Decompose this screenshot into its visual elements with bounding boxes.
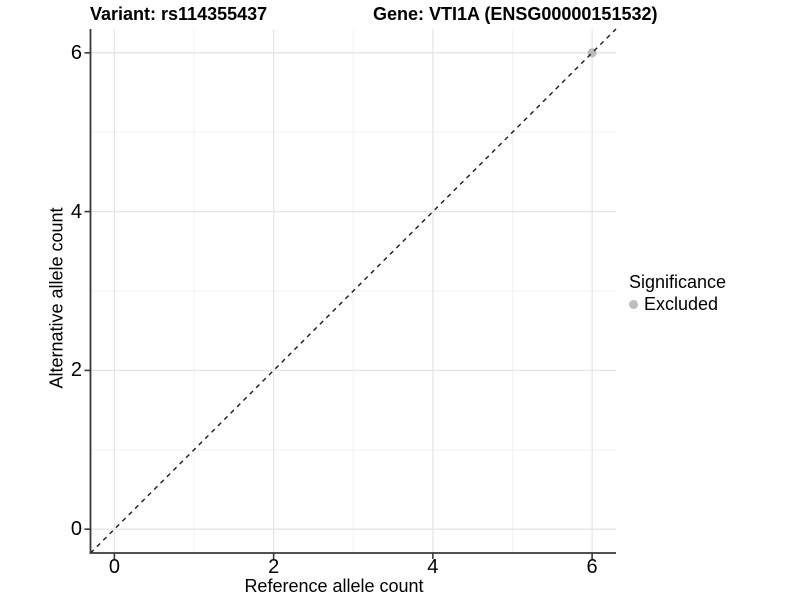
excluded-point-icon bbox=[629, 299, 638, 309]
x-tick-label: 0 bbox=[108, 556, 120, 578]
y-axis-title: Alternative allele count bbox=[46, 207, 67, 389]
identity-dashed-line bbox=[90, 28, 617, 554]
legend-item-excluded: Excluded bbox=[629, 294, 726, 314]
x-tick-label: 2 bbox=[268, 556, 280, 578]
x-tick-label: 4 bbox=[427, 556, 439, 578]
y-tick-label: 6 bbox=[70, 41, 82, 64]
y-tick-label: 0 bbox=[70, 518, 82, 541]
x-axis-title: Reference allele count bbox=[244, 576, 424, 596]
legend: Significance Excluded bbox=[629, 271, 726, 314]
y-tick-label: 4 bbox=[70, 200, 82, 223]
y-tick-label: 2 bbox=[70, 359, 82, 382]
legend-title: Significance bbox=[629, 272, 727, 292]
plot-title-gene: Gene: VTI1A (ENSG00000151532) bbox=[373, 4, 658, 24]
x-tick-label: 6 bbox=[586, 556, 598, 578]
legend-item-label: Excluded bbox=[644, 294, 719, 314]
plot-title-variant: Variant: rs114355437 bbox=[90, 4, 268, 24]
